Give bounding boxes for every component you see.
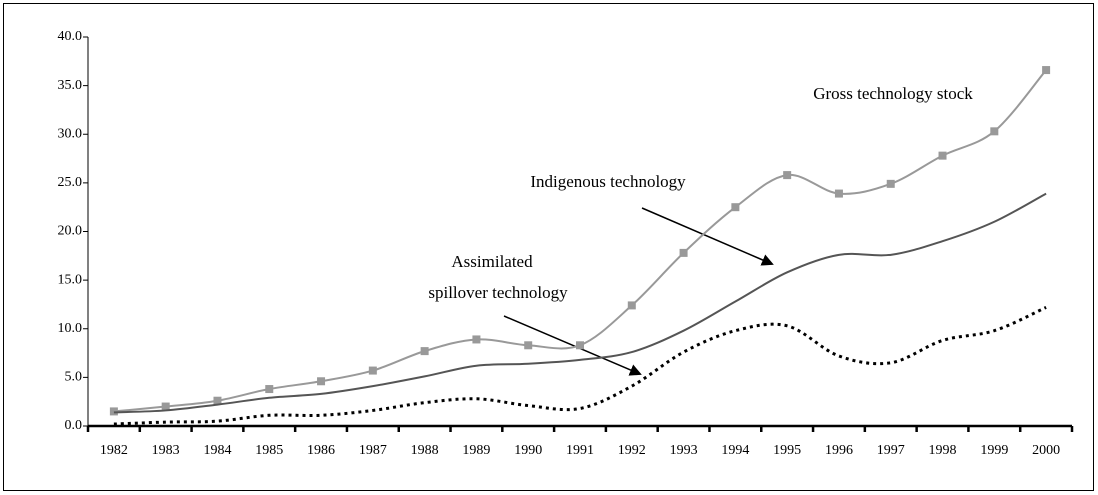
x-tick-label: 1992	[618, 443, 646, 458]
point-marker	[576, 341, 584, 350]
point-marker	[420, 347, 429, 356]
point-marker	[834, 189, 843, 198]
y-tick-label: 5.0	[65, 370, 83, 385]
annotation: spillover technology	[428, 283, 568, 302]
frame	[3, 3, 1094, 491]
point-marker	[627, 301, 636, 310]
annotation-arrow	[503, 315, 642, 376]
annotation: Gross technology stock	[813, 84, 973, 103]
x-tick-label: 1982	[100, 443, 128, 458]
x-tick-label: 1994	[721, 443, 749, 458]
point-marker	[938, 151, 947, 160]
y-tick-label: 20.0	[58, 224, 83, 239]
x-tick-label: 1993	[670, 443, 698, 458]
y-tick-label: 30.0	[58, 126, 83, 141]
y-tick-label: 35.0	[58, 78, 83, 93]
x-tick-label: 2000	[1032, 443, 1060, 458]
x-tick-label: 1985	[255, 443, 283, 458]
annotation: Assimilated	[451, 252, 533, 271]
x-tick-label: 1990	[514, 443, 542, 458]
y-tick-label: 15.0	[58, 272, 83, 287]
point-marker	[1042, 66, 1051, 75]
point-marker	[368, 366, 377, 375]
series-line	[113, 192, 1047, 414]
y-tick-label: 25.0	[58, 175, 83, 190]
point-marker	[472, 335, 481, 344]
x-tick-label: 1989	[462, 443, 490, 458]
x-tick-label: 1998	[929, 443, 957, 458]
x-tick-label: 1986	[307, 443, 335, 458]
point-marker	[317, 377, 326, 386]
point-marker	[265, 385, 274, 394]
x-tick-label: 1997	[877, 443, 905, 458]
point-marker	[731, 203, 740, 212]
annotation: Indigenous technology	[530, 172, 686, 191]
x-tick-label: 1988	[411, 443, 439, 458]
y-tick-label: 10.0	[58, 321, 83, 336]
series-line	[113, 305, 1047, 426]
point-marker	[161, 402, 170, 411]
y-tick-label: 0.0	[65, 418, 83, 433]
annotation-arrow	[641, 207, 774, 266]
point-marker	[886, 179, 895, 188]
point-marker	[524, 341, 533, 350]
x-tick-label: 1995	[773, 443, 801, 458]
x-tick-label: 1999	[980, 443, 1008, 458]
x-tick-label: 1983	[152, 443, 180, 458]
point-marker	[990, 127, 999, 136]
point-marker	[213, 396, 222, 405]
x-tick-label: 1987	[359, 443, 387, 458]
x-tick-label: 1984	[203, 443, 231, 458]
point-marker	[679, 248, 688, 257]
y-tick-label: 40.0	[58, 29, 83, 44]
point-marker	[783, 171, 792, 180]
x-tick-label: 1996	[825, 443, 853, 458]
x-tick-label: 1991	[566, 443, 594, 458]
